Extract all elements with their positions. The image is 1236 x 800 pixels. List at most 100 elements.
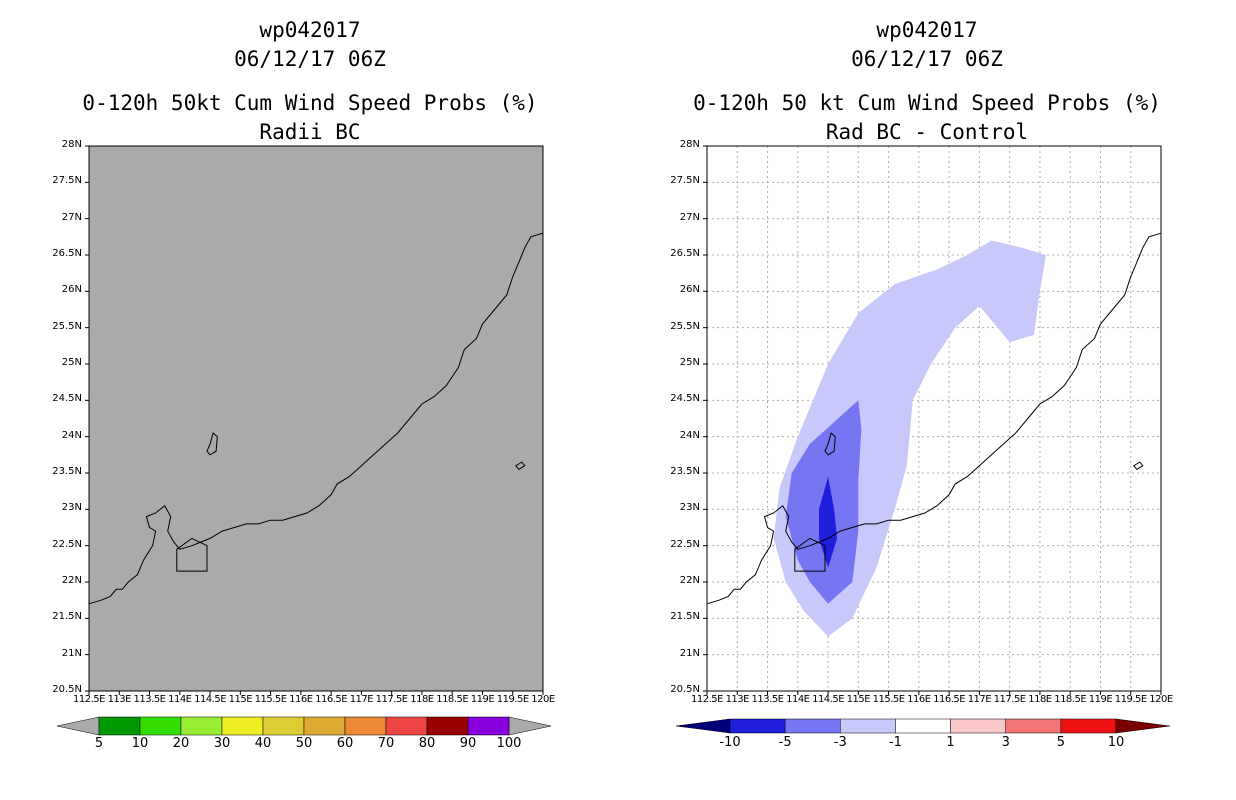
colorbar-swatch <box>385 716 428 736</box>
coastline <box>706 232 1162 605</box>
x-tick-label: 116.5E <box>315 694 348 705</box>
x-tick-label: 112.5E <box>691 694 723 705</box>
x-tick-label: 113.5E <box>133 694 166 705</box>
colorbar-label: 10 <box>131 736 149 751</box>
coastline <box>88 232 544 605</box>
colorbar-swatch <box>221 716 264 736</box>
colorbar-label: 50 <box>295 736 313 751</box>
y-tick-label: 26N <box>61 284 82 296</box>
x-tick-label: 118E <box>1028 694 1052 705</box>
coastline-bay-outline <box>176 537 208 572</box>
colorbar-label: 10 <box>1107 735 1125 750</box>
colorbar-label: 60 <box>336 736 354 751</box>
x-tick-label: 119E <box>1088 694 1113 705</box>
x-tick-label: 113E <box>107 694 132 705</box>
colorbar-label: 30 <box>213 736 231 751</box>
map-background <box>89 146 543 691</box>
colorbar-label: 70 <box>377 736 395 751</box>
y-tick-label: 27N <box>679 211 700 223</box>
y-tick-label: 23N <box>679 502 700 514</box>
colorbar-swatch <box>303 716 346 736</box>
y-tick-label: 25.5N <box>670 320 700 332</box>
colorbar-label: -3 <box>833 735 847 750</box>
y-tick-label: 22.5N <box>52 538 82 550</box>
y-tick-label: 26.5N <box>52 248 82 259</box>
colorbar-swatch <box>98 716 141 736</box>
y-tick-label: 28N <box>679 139 700 150</box>
colorbar-label: -1 <box>888 735 902 750</box>
y-tick-label: 26N <box>679 284 700 296</box>
x-tick-label: 117E <box>967 694 992 705</box>
colorbar-end-right <box>1115 718 1171 734</box>
y-tick-label: 25.5N <box>52 320 82 332</box>
x-tick-label: 115.5E <box>872 694 905 705</box>
y-tick-label: 20.5N <box>52 684 82 695</box>
right-storm-id: wp042017 <box>876 18 978 42</box>
y-tick-label: 27.5N <box>670 175 700 187</box>
colorbar-swatch <box>784 718 841 734</box>
x-tick-label: 112.5E <box>73 694 105 705</box>
y-tick-label: 21.5N <box>52 611 82 623</box>
y-tick-label: 24N <box>679 429 700 441</box>
island-outline <box>206 432 218 456</box>
map-frame <box>706 145 1162 692</box>
x-tick-label: 119.5E <box>496 694 529 705</box>
island-outline <box>1133 461 1144 471</box>
y-tick-label: 23.5N <box>52 466 82 477</box>
colorbar-end-right <box>508 716 552 736</box>
x-tick-label: 118E <box>410 694 434 705</box>
y-tick-label: 25N <box>679 357 700 368</box>
left-title-line2: Radii BC <box>259 120 361 144</box>
colorbar-swatch <box>950 718 1006 734</box>
y-tick-label: 28N <box>61 139 82 150</box>
x-tick-label: 120E <box>531 694 555 705</box>
colorbar-swatch <box>344 716 387 736</box>
colorbar-label: 100 <box>496 736 522 751</box>
x-tick-label: 113.5E <box>751 694 784 705</box>
y-tick-label: 26.5N <box>670 248 700 259</box>
y-tick-label: 23N <box>61 502 82 514</box>
y-tick-label: 20.5N <box>670 684 700 695</box>
colorbar-end-left <box>675 718 731 734</box>
x-tick-label: 113E <box>725 694 750 705</box>
map-panel-1 <box>56 145 552 736</box>
x-tick-label: 114.5E <box>812 694 845 705</box>
colorbar-end-left <box>56 716 100 736</box>
y-tick-label: 23.5N <box>670 466 700 477</box>
y-tick-label: 24N <box>61 429 82 441</box>
colorbar-swatch <box>1060 718 1117 734</box>
colorbar-swatch <box>895 718 951 734</box>
island-outline <box>824 432 836 456</box>
x-tick-label: 115E <box>846 694 871 705</box>
coastline-bay-outline <box>794 537 826 572</box>
colorbar-label: 5 <box>94 736 104 751</box>
x-tick-label: 115.5E <box>254 694 287 705</box>
map-panel-2 <box>675 145 1171 734</box>
x-tick-label: 116.5E <box>933 694 966 705</box>
colorbar-swatch <box>139 716 182 736</box>
x-tick-label: 119E <box>470 694 495 705</box>
colorbar-label: 40 <box>254 736 272 751</box>
left-storm-id: wp042017 <box>259 18 361 42</box>
colorbar-label: 90 <box>459 736 477 751</box>
y-tick-label: 22.5N <box>670 538 700 550</box>
y-tick-label: 22N <box>61 575 82 586</box>
x-tick-label: 114.5E <box>194 694 227 705</box>
island-outline <box>515 461 526 471</box>
x-tick-label: 114E <box>786 694 810 705</box>
x-tick-label: 117.5E <box>993 694 1026 705</box>
left-title-line1: 0-120h 50kt Cum Wind Speed Probs (%) <box>82 91 538 115</box>
colorbar-swatch <box>729 718 786 734</box>
y-tick-label: 25N <box>61 357 82 368</box>
colorbar-swatch <box>262 716 305 736</box>
y-tick-label: 21.5N <box>670 611 700 623</box>
x-tick-label: 117E <box>349 694 374 705</box>
y-tick-label: 22N <box>679 575 700 586</box>
colorbar-swatch <box>1005 718 1062 734</box>
x-tick-label: 118.5E <box>1054 694 1087 705</box>
colorbar-label: 5 <box>1056 735 1065 750</box>
y-tick-label: 27.5N <box>52 175 82 187</box>
map-frame <box>88 145 544 692</box>
colorbar-label: -5 <box>778 735 792 750</box>
